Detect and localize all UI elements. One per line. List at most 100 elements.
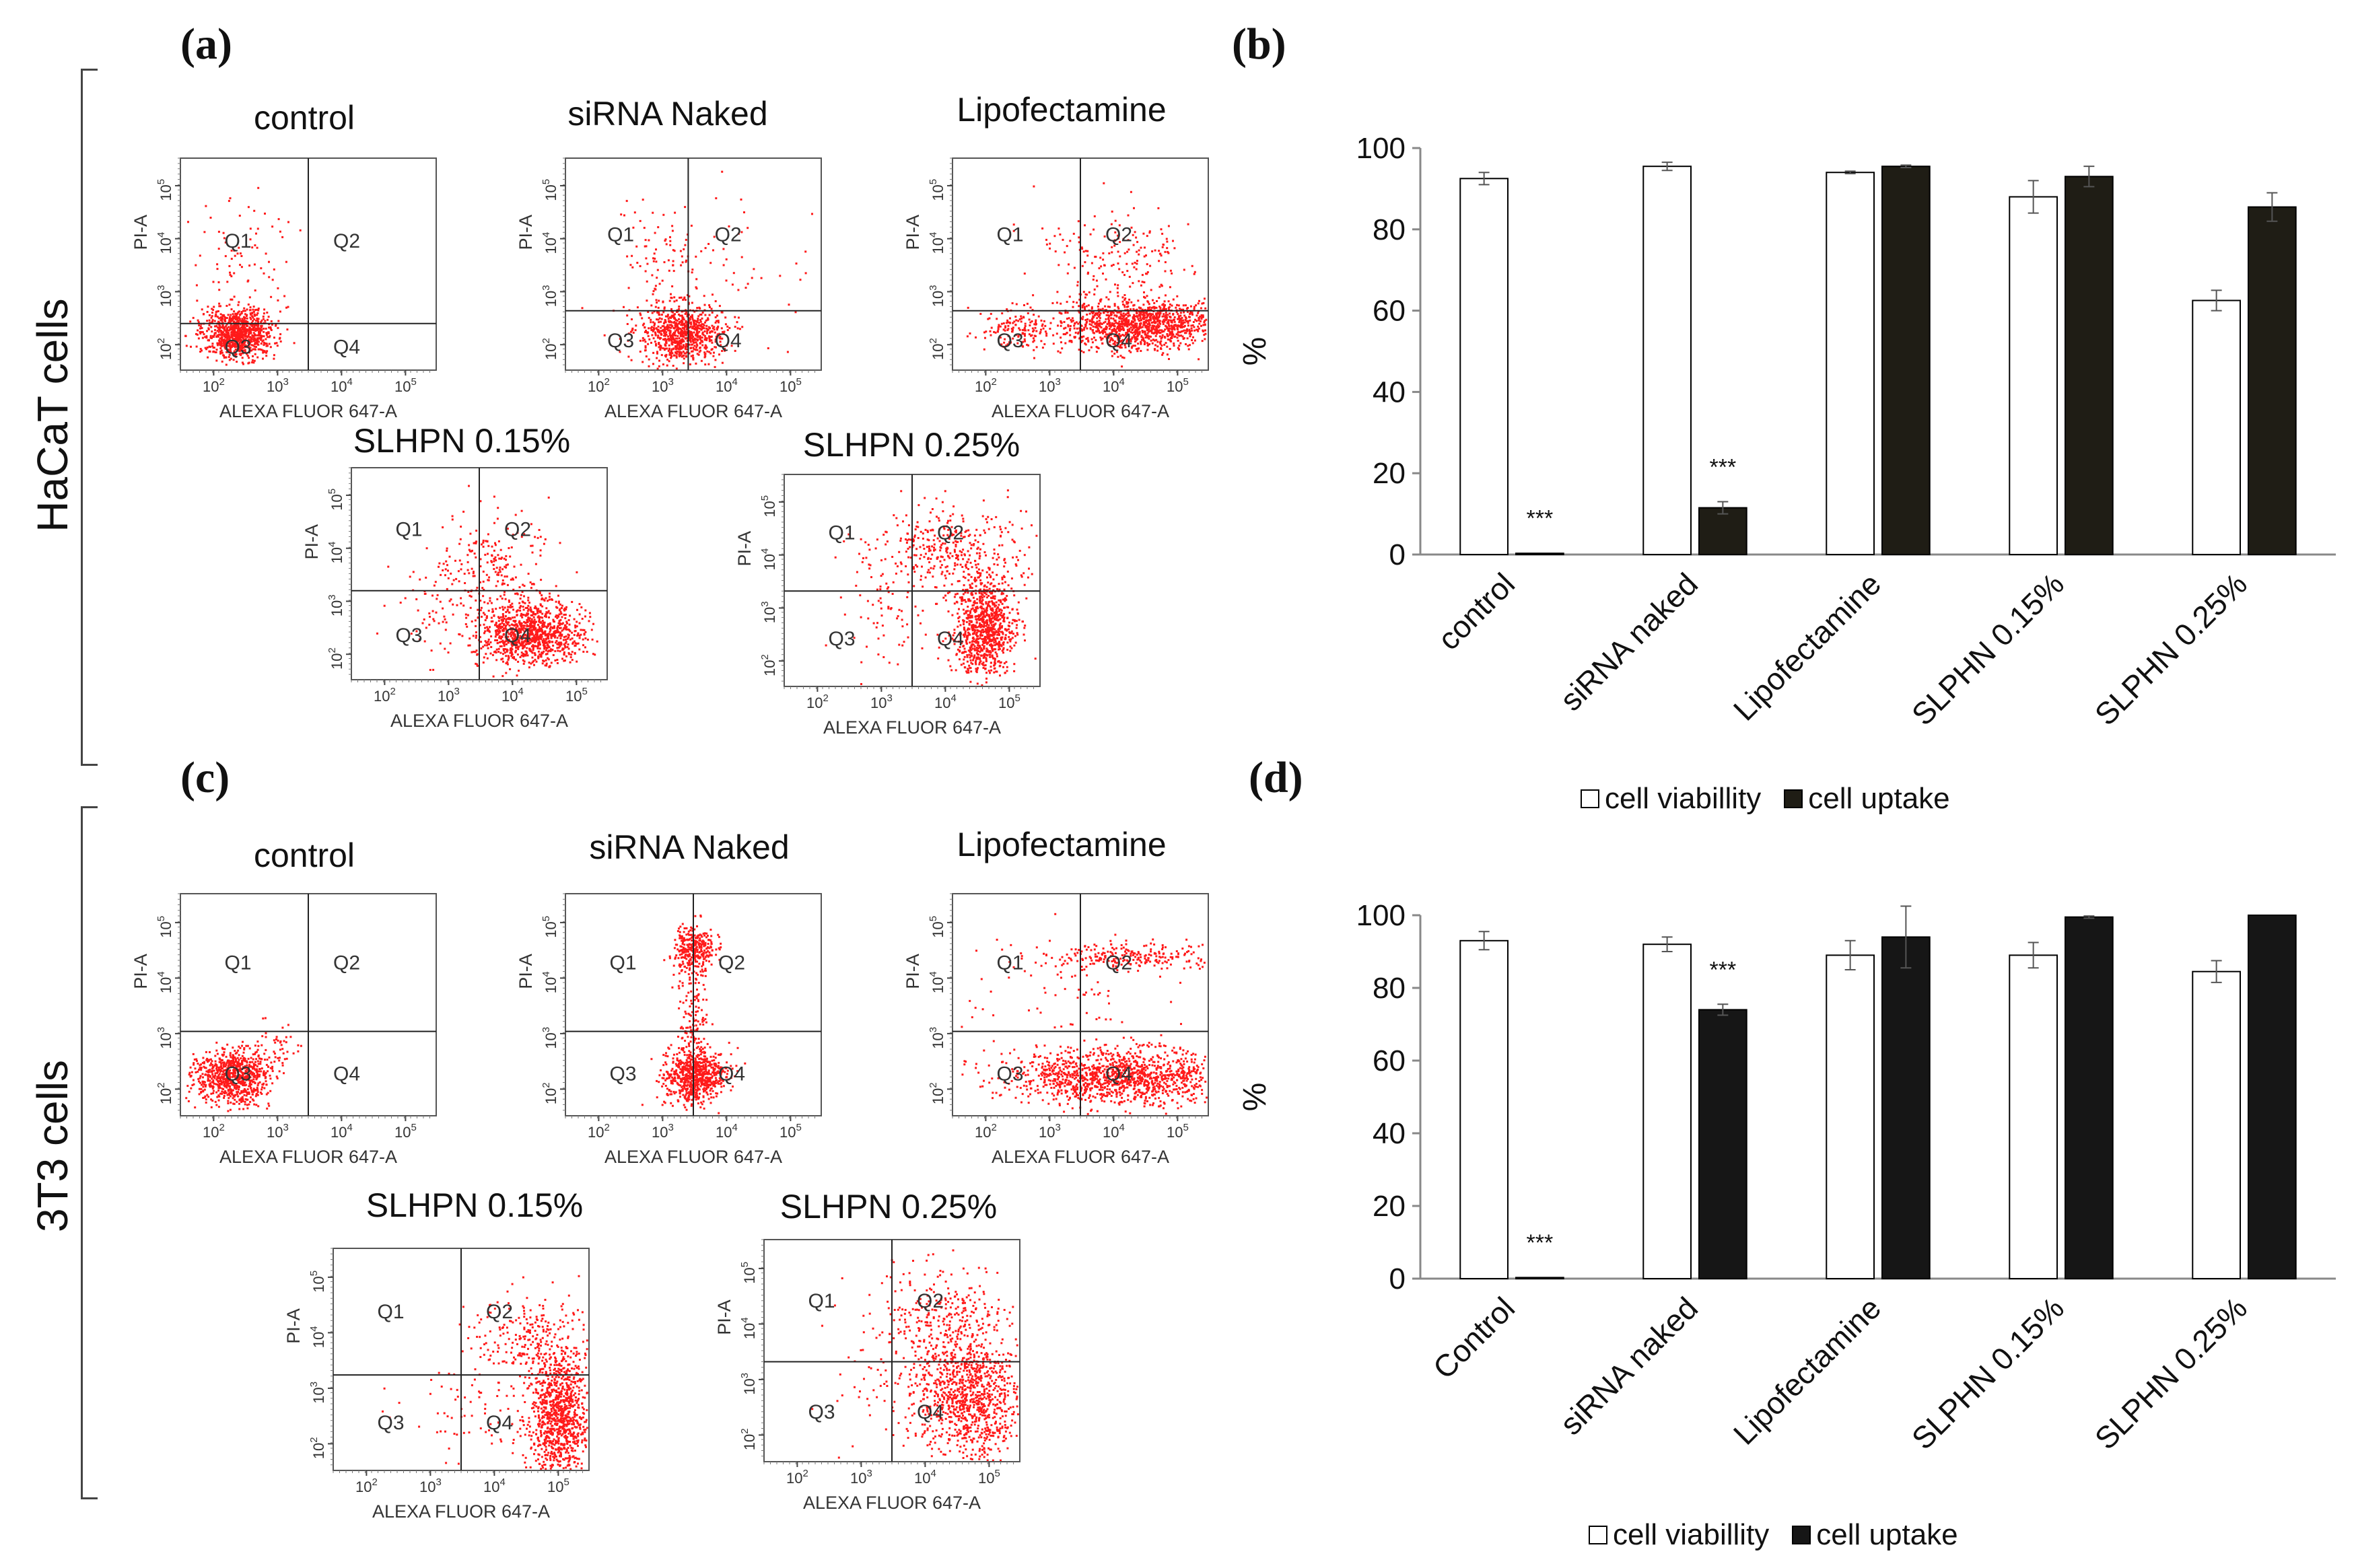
significance-marker-1: *** bbox=[1710, 454, 1737, 480]
quadrant-label-q2: Q2 bbox=[1105, 223, 1132, 246]
bar-uptake-2 bbox=[1881, 936, 1931, 1280]
bar-uptake-0 bbox=[1515, 1277, 1564, 1280]
y-tick-label: 80 bbox=[1373, 213, 1406, 246]
legend-item-viability-d: cell viabillity bbox=[1589, 1518, 1769, 1552]
x-axis-label: ALEXA FLUOR 647-A bbox=[390, 711, 568, 731]
x-tick-label: 105 bbox=[1167, 1122, 1189, 1141]
flow-plot-3t3-naked: Q1 Q2 Q3 Q4 102 103 104 105 102 103 104 105 ALEXA FL… bbox=[516, 893, 822, 1167]
bar-viability-2 bbox=[1826, 172, 1875, 555]
x-axis-label: ALEXA FLUOR 647-A bbox=[992, 1147, 1169, 1167]
legend-item-viability-b: cell viabillity bbox=[1581, 782, 1761, 816]
x-axis-label: ALEXA FLUOR 647-A bbox=[803, 1493, 981, 1513]
flow-dots bbox=[641, 915, 747, 1114]
flow-title-3t3-control: control bbox=[253, 836, 355, 874]
flow-plot-haca-control: Q1 Q2 Q3 Q4 102 103 104 105 102 103 104 105 ALEXA FL… bbox=[131, 157, 437, 421]
bar-viability-3 bbox=[2009, 954, 2058, 1280]
flow-title-haca-slhpn15: SLHPN 0.15% bbox=[353, 422, 571, 460]
x-tick-label: 104 bbox=[1103, 376, 1125, 395]
quadrant-label-q1: Q1 bbox=[224, 952, 251, 974]
y-tick-label: 104 bbox=[155, 232, 174, 254]
flow-dots bbox=[382, 1275, 588, 1470]
x-tick-label: 102 bbox=[588, 1122, 610, 1141]
category-label-0: control bbox=[1431, 566, 1521, 656]
flow-title-3t3-naked: siRNA Naked bbox=[589, 828, 790, 866]
x-tick-label: 105 bbox=[565, 686, 588, 705]
y-tick-label: 103 bbox=[155, 1027, 174, 1049]
quadrant-label-q4: Q4 bbox=[1105, 1063, 1132, 1085]
y-tick-label: 102 bbox=[759, 654, 778, 676]
y-axis-label: PI-A bbox=[903, 215, 923, 250]
quadrant-label-q2: Q2 bbox=[333, 952, 360, 974]
x-tick-label: 105 bbox=[1167, 376, 1189, 395]
y-tick-label: 105 bbox=[928, 179, 946, 201]
y-axis-label: PI-A bbox=[131, 215, 151, 250]
row-label-haca: HaCaT cells bbox=[28, 298, 77, 532]
haca-bracket bbox=[81, 69, 98, 766]
legend-swatch-viability-b bbox=[1581, 789, 1599, 808]
quadrant-label-q3: Q3 bbox=[609, 1063, 636, 1085]
x-tick-label: 105 bbox=[978, 1468, 1000, 1487]
y-tick-label: 103 bbox=[739, 1373, 758, 1395]
quadrant-label-q3: Q3 bbox=[996, 1063, 1023, 1085]
quadrant-label-q4: Q4 bbox=[504, 625, 531, 647]
quadrant-label-q1: Q1 bbox=[828, 522, 855, 544]
x-tick-label: 103 bbox=[850, 1468, 872, 1487]
legend-label-viability-d: cell viabillity bbox=[1613, 1518, 1770, 1551]
quadrant-label-q4: Q4 bbox=[333, 336, 360, 358]
quadrant-label-q1: Q1 bbox=[808, 1290, 835, 1312]
y-tick-label: 102 bbox=[541, 338, 559, 360]
x-axis-label: ALEXA FLUOR 647-A bbox=[219, 401, 397, 421]
x-tick-label: 102 bbox=[588, 376, 610, 395]
flow-title-3t3-slhpn15: SLHPN 0.15% bbox=[366, 1186, 584, 1224]
y-axis-label: PI-A bbox=[131, 954, 151, 989]
flow-plot-3t3-slhpn15: Q1 Q2 Q3 Q4 102 103 104 105 102 103 104 105 ALEXA FL… bbox=[283, 1248, 590, 1522]
bar-viability-0 bbox=[1459, 939, 1509, 1280]
flow-title-haca-slhpn25: SLHPN 0.25% bbox=[802, 426, 1020, 464]
x-tick-label: 105 bbox=[394, 1122, 417, 1141]
y-tick-label: 103 bbox=[928, 285, 946, 307]
quadrant-label-q3: Q3 bbox=[395, 625, 422, 647]
y-tick-label: 105 bbox=[155, 179, 174, 201]
x-tick-label: 103 bbox=[870, 692, 893, 711]
flow-title-haca-control: control bbox=[253, 99, 355, 137]
quadrant-label-q2: Q2 bbox=[917, 1290, 944, 1312]
bar-viability-0 bbox=[1459, 178, 1509, 555]
bar-viability-3 bbox=[2009, 196, 2058, 556]
quadrant-label-q3: Q3 bbox=[996, 330, 1023, 352]
y-tick-label: 102 bbox=[155, 1082, 174, 1104]
x-tick-label: 102 bbox=[374, 686, 396, 705]
bar-uptake-3 bbox=[2065, 176, 2114, 555]
flow-dots bbox=[185, 1017, 302, 1112]
y-tick-label: 0 bbox=[1389, 1262, 1406, 1295]
bar-uptake-1 bbox=[1698, 507, 1747, 555]
y-tick-label: 104 bbox=[928, 232, 946, 254]
bar-uptake-4 bbox=[2248, 206, 2297, 555]
flow-title-3t3-lipo: Lipofectamine bbox=[957, 826, 1167, 863]
legend-b: cell viabillity cell uptake bbox=[1581, 782, 1973, 816]
panel-label-d: (d) bbox=[1249, 753, 1303, 802]
quadrant-label-q3: Q3 bbox=[607, 330, 634, 352]
bar-uptake-0 bbox=[1515, 553, 1564, 555]
category-label-2: Lipofectamine bbox=[1727, 1290, 1887, 1451]
x-tick-label: 102 bbox=[203, 376, 225, 395]
quadrant-label-q3: Q3 bbox=[808, 1401, 835, 1423]
category-label-1: siRNA naked bbox=[1553, 566, 1704, 717]
flow-title-3t3-slhpn25: SLHPN 0.25% bbox=[779, 1188, 998, 1225]
y-axis-label: % bbox=[1237, 1083, 1273, 1112]
y-tick-label: 105 bbox=[308, 1271, 327, 1293]
y-tick-label: 80 bbox=[1373, 972, 1406, 1005]
y-tick-label: 105 bbox=[739, 1262, 758, 1284]
x-tick-label: 104 bbox=[331, 1122, 353, 1141]
bar-viability-1 bbox=[1642, 166, 1692, 555]
y-tick-label: 105 bbox=[541, 916, 559, 938]
y-tick-label: 104 bbox=[541, 971, 559, 993]
flow-plot-3t3-lipo: Q1 Q2 Q3 Q4 102 103 104 105 102 103 104 105 ALEXA FL… bbox=[903, 893, 1209, 1167]
legend-item-uptake-b: cell uptake bbox=[1784, 782, 1950, 816]
x-tick-label: 102 bbox=[806, 692, 829, 711]
y-axis-label: PI-A bbox=[516, 954, 536, 989]
y-tick-label: 60 bbox=[1373, 1044, 1406, 1077]
panel-label-b: (b) bbox=[1232, 20, 1286, 69]
panel-label-c: (c) bbox=[180, 753, 230, 802]
quadrant-label-q4: Q4 bbox=[718, 1063, 745, 1085]
quadrant-label-q4: Q4 bbox=[917, 1401, 944, 1423]
